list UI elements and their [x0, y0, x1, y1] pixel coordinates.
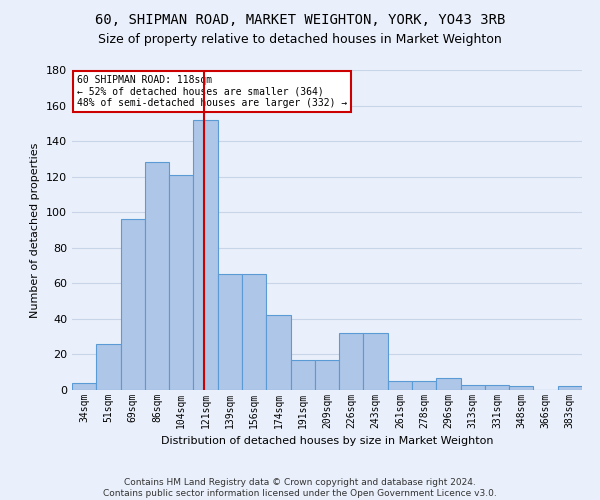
Bar	[558, 386, 582, 390]
Text: 60, SHIPMAN ROAD, MARKET WEIGHTON, YORK, YO43 3RB: 60, SHIPMAN ROAD, MARKET WEIGHTON, YORK,…	[95, 12, 505, 26]
Bar	[339, 333, 364, 390]
Bar	[72, 383, 96, 390]
Bar	[388, 381, 412, 390]
Text: Size of property relative to detached houses in Market Weighton: Size of property relative to detached ho…	[98, 32, 502, 46]
Bar	[266, 316, 290, 390]
X-axis label: Distribution of detached houses by size in Market Weighton: Distribution of detached houses by size …	[161, 436, 493, 446]
Bar	[412, 381, 436, 390]
Bar	[485, 384, 509, 390]
Bar	[218, 274, 242, 390]
Bar	[509, 386, 533, 390]
Bar	[315, 360, 339, 390]
Text: Contains HM Land Registry data © Crown copyright and database right 2024.
Contai: Contains HM Land Registry data © Crown c…	[103, 478, 497, 498]
Bar	[145, 162, 169, 390]
Bar	[121, 220, 145, 390]
Bar	[96, 344, 121, 390]
Text: 60 SHIPMAN ROAD: 118sqm
← 52% of detached houses are smaller (364)
48% of semi-d: 60 SHIPMAN ROAD: 118sqm ← 52% of detache…	[77, 75, 347, 108]
Bar	[290, 360, 315, 390]
Y-axis label: Number of detached properties: Number of detached properties	[31, 142, 40, 318]
Bar	[364, 333, 388, 390]
Bar	[169, 175, 193, 390]
Bar	[436, 378, 461, 390]
Bar	[193, 120, 218, 390]
Bar	[461, 384, 485, 390]
Bar	[242, 274, 266, 390]
